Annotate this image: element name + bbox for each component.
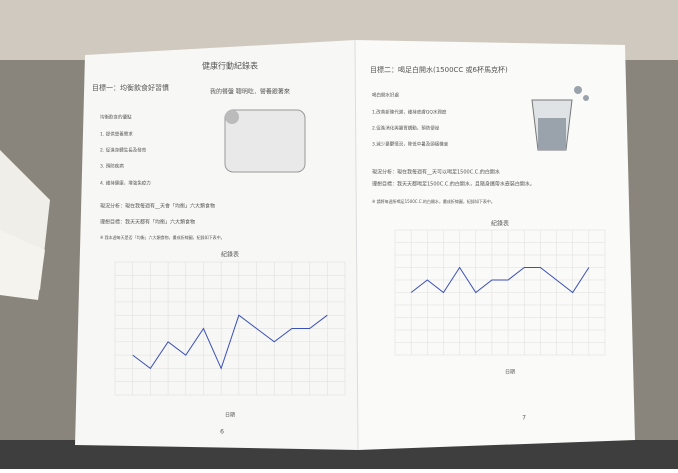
water-icon — [538, 118, 566, 150]
benefit: 2. 促進身體生長及發育 — [100, 147, 147, 154]
benefit: 均衡飲食的優點 — [100, 114, 132, 121]
benefit: 1.改善新陳代謝，維持皮膚QQ水潤度 — [372, 109, 447, 116]
page-number: 7 — [522, 415, 526, 422]
spine — [354, 39, 359, 451]
benefit: 1. 提供營養需求 — [100, 131, 133, 138]
goal: 目標二：喝足白開水(1500CC 或6杯馬克杯) — [370, 65, 508, 74]
page-number: 6 — [220, 429, 224, 436]
data-line — [132, 314, 328, 370]
data-line — [410, 266, 590, 294]
benefit: 4. 維持健康，增強免疫力 — [100, 180, 151, 187]
benefit: 2.促進消化與腸胃蠕動，預防便祕 — [372, 125, 440, 132]
chart-title: 紀錄表 — [221, 251, 239, 259]
drop-icon — [574, 86, 582, 94]
target: 理想目標：我天天都喝足1500C.C.的白開水，且隨身攜帶水壺裝白開水。 — [372, 181, 535, 188]
benefit: 3.減少憂鬱情況，降低中暑及頭痛機會 — [372, 141, 449, 148]
side-book — [0, 230, 45, 300]
x-axis-label: 日期 — [225, 413, 235, 419]
title: 健康行動紀錄表 — [202, 61, 258, 71]
note: ※ 請將每週所喝足1500C.C.的白開水，畫成折線圖，紀錄如下表中。 — [372, 198, 495, 204]
benefit: 3. 預防疾病 — [100, 163, 124, 170]
benefit: 喝白開水好處 — [372, 92, 399, 99]
plate-image — [224, 109, 306, 173]
chart-title: 紀錄表 — [491, 220, 509, 228]
status: 現況分析：現在我每週有__天可以喝足1500C.C.的白開水 — [372, 169, 500, 176]
right-page — [355, 40, 635, 450]
target: 理想目標：我天天都有「均衡」六大類食物 — [100, 219, 195, 226]
drop-icon — [583, 95, 589, 101]
x-axis-label: 日期 — [505, 370, 515, 376]
goal: 目標一：均衡飲食好習慣 — [92, 83, 169, 92]
left-page — [75, 40, 358, 450]
plate-icon — [225, 110, 239, 124]
status: 現況分析：現在我每週有__天會「均衡」六大類食物 — [100, 203, 215, 210]
plate-title: 我的餐盤 聰明吃．營養跟著來 — [210, 88, 290, 96]
note: ※ 我本週每天是否「均衡」六大類食物，畫成折線圖，紀錄如下表中。 — [100, 234, 225, 240]
